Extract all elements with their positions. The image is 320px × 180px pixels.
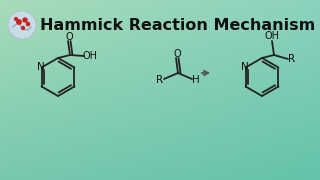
Text: OH: OH [265,31,279,41]
Text: Hammick Reaction Mechanism: Hammick Reaction Mechanism [40,17,315,33]
Circle shape [15,18,17,20]
Text: R: R [156,75,164,85]
Circle shape [17,20,21,24]
Circle shape [21,26,25,30]
Text: N: N [241,62,248,73]
Text: H: H [192,75,200,85]
Text: O: O [173,49,181,59]
Text: OH: OH [83,51,98,61]
Text: N: N [37,62,44,73]
Circle shape [8,11,36,39]
Text: R: R [288,54,296,64]
Circle shape [23,18,27,22]
Circle shape [26,22,30,26]
Text: O: O [65,32,73,42]
